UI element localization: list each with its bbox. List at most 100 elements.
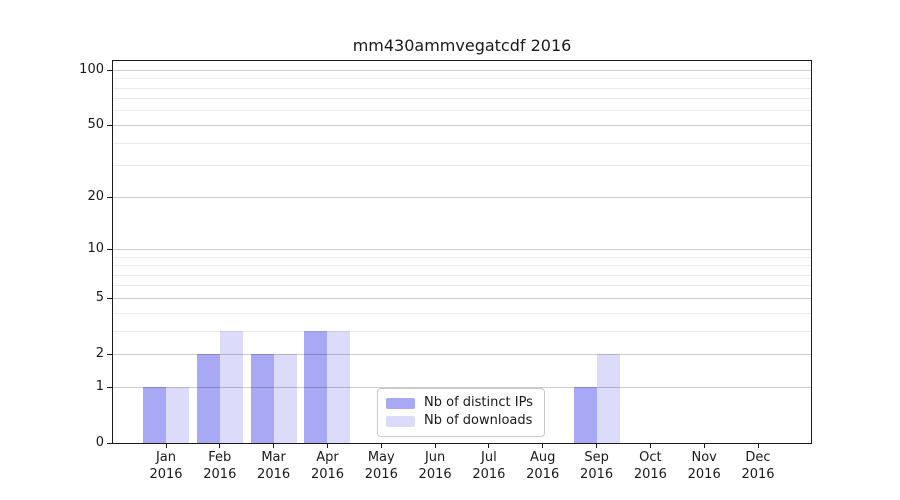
x-tick-mark [542,443,544,448]
x-tick-mark [434,443,436,448]
minor-gridline [113,285,811,287]
legend-item-downloads: Nb of downloads [386,413,536,429]
minor-gridline [113,98,811,100]
major-gridline [113,69,811,71]
x-tick-label: Dec 2016 [726,449,790,483]
y-tick-mark [107,69,113,71]
x-tick-month: Aug [529,450,556,465]
y-tick-mark [107,196,113,198]
x-tick-mark [380,443,382,448]
ticks-layer: 0 1 2 5 10 20 50 100 Jan 2016 Feb 2016 Mar 2016 Apr 201… [79,61,811,482]
legend-swatch-downloads [386,415,415,427]
x-tick-label: Apr 2016 [296,449,360,483]
bar-downloads [219,331,243,443]
x-tick-label: Jan 2016 [134,449,198,483]
x-tick-month: Jun [424,450,446,465]
x-tick-label: Oct 2016 [618,449,682,483]
bar-downloads [166,387,189,443]
major-gridline [113,353,811,355]
y-tick-mark [107,297,113,299]
x-tick-month: Nov [691,450,717,465]
y-tick-label: 100 [79,62,104,78]
minor-gridline [113,274,811,276]
minor-gridline [113,330,811,332]
x-tick-mark [488,443,490,448]
x-tick-year: 2016 [149,467,183,482]
x-tick-month: Oct [639,450,662,465]
y-tick-mark [107,386,113,388]
x-tick-year: 2016 [257,467,291,482]
x-tick-year: 2016 [741,467,775,482]
bar-downloads [273,354,297,443]
bar-distinct-ips [196,354,220,443]
x-tick-label: Sep 2016 [565,449,629,483]
minor-gridline [113,312,811,314]
x-tick-month: May [367,450,395,465]
legend-swatch-distinct-ips [386,397,415,409]
minor-gridline [113,87,811,89]
x-tick-month: Dec [745,450,771,465]
bar-downloads [596,354,620,443]
minor-gridline [113,78,811,80]
x-tick-label: Jun 2016 [403,449,467,483]
x-tick-month: Jul [481,450,497,465]
x-tick-year: 2016 [580,467,614,482]
bar-distinct-ips [304,331,328,443]
y-tick-label: 1 [95,379,104,394]
x-tick-mark [703,443,705,448]
legend: Nb of distinct IPs Nb of downloads [377,388,545,437]
y-tick-label: 20 [87,189,104,205]
x-tick-year: 2016 [526,467,560,482]
y-tick-label: 5 [95,290,104,306]
minor-gridline [113,265,811,266]
x-tick-year: 2016 [364,467,398,482]
x-tick-year: 2016 [472,467,506,482]
plot-area: 0 1 2 5 10 20 50 100 Jan 2016 Feb 2016 Mar 2016 Apr 201… [79,60,812,482]
x-tick-year: 2016 [418,467,452,482]
x-tick-year: 2016 [687,467,721,482]
x-tick-year: 2016 [633,467,667,482]
minor-gridline [113,142,811,144]
x-tick-mark [219,443,221,448]
y-tick-mark [107,124,113,126]
y-tick-label: 50 [87,117,104,133]
major-gridline [113,297,811,299]
y-tick-label: 10 [87,241,104,257]
grid-layer [113,61,811,443]
legend-label-distinct-ips: Nb of distinct IPs [424,395,533,410]
bar-distinct-ips [573,387,597,443]
y-tick-label: 0 [95,435,104,450]
x-tick-month: Apr [316,450,339,465]
legend-label-downloads: Nb of downloads [424,413,533,428]
x-tick-label: Aug 2016 [511,449,575,483]
bar-distinct-ips [143,387,166,443]
legend-item-distinct-ips: Nb of distinct IPs [386,395,536,411]
x-tick-mark [327,443,328,448]
x-tick-label: Jul 2016 [457,449,521,483]
x-tick-month: Sep [584,450,609,465]
x-tick-mark [649,443,651,448]
x-tick-month: Mar [261,450,286,465]
x-tick-month: Feb [208,450,232,465]
minor-gridline [113,110,811,112]
minor-gridline [113,165,811,167]
bars-layer [113,61,811,443]
major-gridline [113,248,811,250]
major-gridline [113,386,811,388]
x-tick-year: 2016 [310,467,345,482]
y-tick-mark [107,353,113,355]
x-tick-mark [757,443,759,448]
major-gridline [113,196,811,198]
x-tick-label: May 2016 [349,449,413,483]
x-tick-label: Feb 2016 [188,449,252,483]
x-tick-month: Jan [155,450,177,465]
x-tick-mark [165,443,167,448]
x-tick-mark [596,443,598,448]
x-tick-label: Nov 2016 [672,449,736,483]
major-gridline [113,124,811,126]
bar-distinct-ips [250,354,274,443]
x-tick-mark [273,443,275,448]
minor-gridline [113,256,811,258]
y-tick-label: 2 [95,346,104,362]
